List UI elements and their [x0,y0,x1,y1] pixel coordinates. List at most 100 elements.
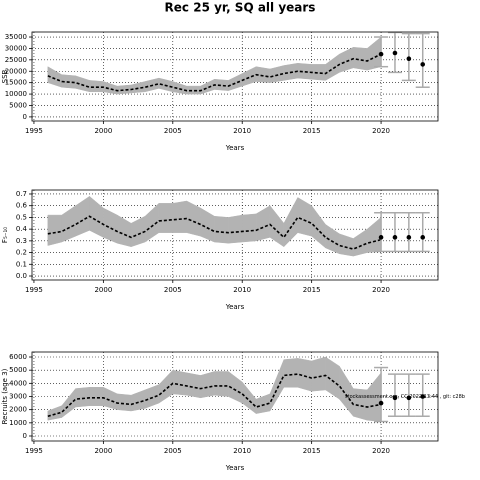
confidence-band [172,200,187,233]
x-tick-label: 2005 [164,447,182,455]
confidence-band [200,78,215,95]
forecast-point [420,62,426,67]
y-tick-label: 10000 [5,90,27,98]
confidence-band [311,64,326,81]
forecast-point [420,235,426,240]
confidence-band [158,203,174,233]
y-tick-label: 15000 [5,79,27,87]
confidence-band [214,215,229,244]
y-tick-label: 0.7 [16,190,27,198]
forecast-point [392,50,398,56]
confidence-band [353,228,368,257]
x-tick-label: 2020 [372,286,390,294]
y-tick-label: 0 [23,113,27,121]
x-tick-label: 2010 [233,447,251,455]
confidence-band [158,369,174,404]
median-line [47,53,382,92]
forecast-point [378,51,384,57]
confidence-band [172,369,187,396]
forecast-point [392,235,398,240]
y-tick-label: 2000 [9,406,27,414]
confidence-band [311,204,326,249]
confidence-band [241,213,257,243]
x-tick-label: 2020 [372,127,390,135]
confidence-band [61,387,76,419]
confidence-band [283,197,299,248]
x-tick-label: 2005 [164,127,182,135]
x-tick-label: 1995 [25,127,43,135]
x-tick-label: 2020 [372,447,390,455]
median-line [47,373,382,418]
y-tick-label: 0.4 [16,225,28,233]
forecast-point [406,395,412,401]
confidence-band [325,356,340,400]
y-tick-label: 0.0 [16,272,27,280]
y-axis-label: Recruits (age 3) [1,368,9,424]
x-tick-label: 2010 [233,286,251,294]
confidence-band [186,372,201,399]
confidence-band [311,356,326,392]
x-tick-label: 2010 [233,127,251,135]
y-tick-label: 25000 [5,56,27,64]
y-tick-label: 1000 [9,419,27,427]
confidence-band [61,205,76,243]
plot-frame [31,31,439,122]
confidence-band [75,195,90,237]
confidence-band [339,365,354,417]
confidence-band [200,371,215,399]
confidence-band [47,214,62,246]
confidence-band [255,205,271,242]
y-tick-label: 0.6 [16,202,28,210]
x-tick-label: 2000 [94,127,112,135]
forecast-point [406,235,412,240]
y-tick-label: 3000 [9,393,27,401]
confidence-band [241,381,257,415]
y-axis-label: F₅₋₁₀ [1,227,9,243]
confidence-band [325,53,340,81]
confidence-band [130,215,146,248]
confidence-band [186,85,201,95]
forecast-point [378,400,384,406]
confidence-band [103,207,118,244]
y-axis-label: SSB [1,69,9,83]
forecast-point [392,395,398,401]
y-tick-label: 30000 [5,44,27,52]
confidence-band [269,359,285,412]
confidence-band [214,78,229,91]
plot-frame [31,189,439,281]
confidence-band [117,393,132,412]
confidence-band [228,214,243,244]
y-tick-label: 4000 [9,379,27,387]
confidence-band [366,216,382,253]
confidence-band [75,387,90,408]
y-tick-label: 0 [23,432,27,440]
y-tick-label: 0.5 [16,213,27,221]
x-axis-label: Years [225,144,245,152]
x-tick-label: 2000 [94,447,112,455]
x-tick-label: 2005 [164,286,182,294]
forecast-point [378,235,384,240]
forecast-point [406,56,412,61]
x-axis-label: Years [225,303,245,311]
median-line [47,215,382,250]
confidence-band [103,386,118,410]
confidence-band [186,200,201,237]
confidence-band [117,84,132,95]
confidence-band [339,233,354,257]
y-tick-label: 6000 [9,353,27,361]
y-tick-label: 0.1 [16,260,27,268]
confidence-band [283,358,299,388]
y-tick-label: 5000 [9,101,27,109]
x-tick-label: 1995 [25,286,43,294]
confidence-band [103,81,118,95]
y-tick-label: 35000 [5,33,27,41]
annotation: stockassessment.org, CC 2022 13:44 , git… [345,394,465,400]
confidence-band [353,47,368,71]
x-tick-label: 2015 [303,447,321,455]
forecast-point [420,394,426,399]
y-tick-label: 0.2 [16,249,27,257]
confidence-band [214,371,229,397]
y-tick-label: 5000 [9,366,27,374]
plot-frame [31,351,439,442]
